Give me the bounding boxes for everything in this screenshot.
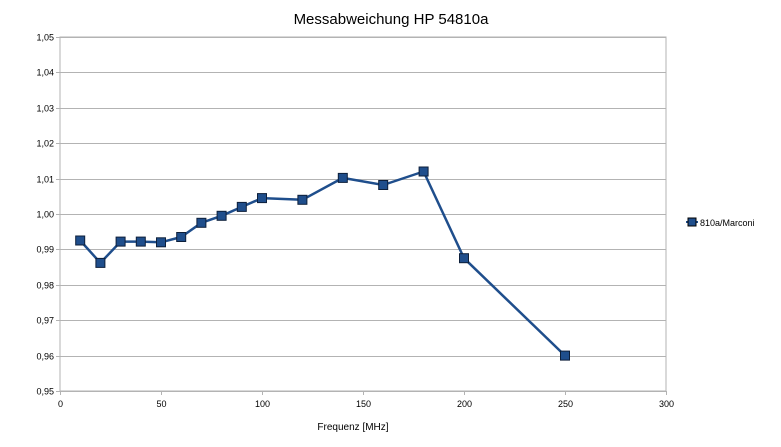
series-layer [75,166,570,361]
data-point [378,180,389,190]
x-tick-label: 150 [356,399,371,409]
data-point [156,237,166,248]
y-tick-label: 0,99 [36,245,54,255]
y-tick-label: 1,03 [36,104,54,114]
data-point [257,193,267,204]
data-point [236,201,247,212]
data-point [560,350,570,361]
y-tick-label: 1,00 [36,210,54,220]
series-line [79,170,566,357]
x-tick-label: 300 [659,399,674,409]
data-point [135,236,146,247]
y-axis: 0,95 0,96 0,97 0,98 0,99 1,00 1,01 1,02 1,03 1,04… [36,33,60,397]
x-tick-label: 250 [558,399,573,409]
y-tick-label: 1,01 [36,175,54,185]
x-tick-label: 100 [255,399,270,409]
data-point [216,210,227,221]
y-tick-label: 1,02 [36,139,54,149]
grid-lines [60,37,666,392]
legend: 810a/Marconi [686,217,755,228]
y-tick-label: 1,05 [36,33,54,43]
data-point [115,236,126,247]
data-point [196,217,207,228]
data-point [75,235,86,246]
data-point [176,232,187,242]
x-tick-label: 200 [457,399,472,409]
legend-marker-swatch [687,217,697,227]
data-point [297,194,308,205]
data-point [418,166,429,177]
data-point [337,172,348,183]
x-axis: 0 50 100 150 200 250 300 [58,391,674,409]
y-tick-label: 0,96 [36,352,54,362]
data-point [95,257,106,268]
y-tick-label: 0,98 [36,281,54,291]
x-tick-label: 0 [58,399,63,409]
legend-entry-label: 810a/Marconi [700,218,755,228]
x-axis-label: Frequenz [MHz] [317,422,388,433]
y-tick-label: 0,97 [36,316,54,326]
y-tick-label: 0,95 [36,387,54,397]
data-point [459,253,469,264]
y-tick-label: 1,04 [36,68,54,78]
x-tick-label: 50 [156,399,166,409]
chart-title: Messabweichung HP 54810a [294,11,490,28]
